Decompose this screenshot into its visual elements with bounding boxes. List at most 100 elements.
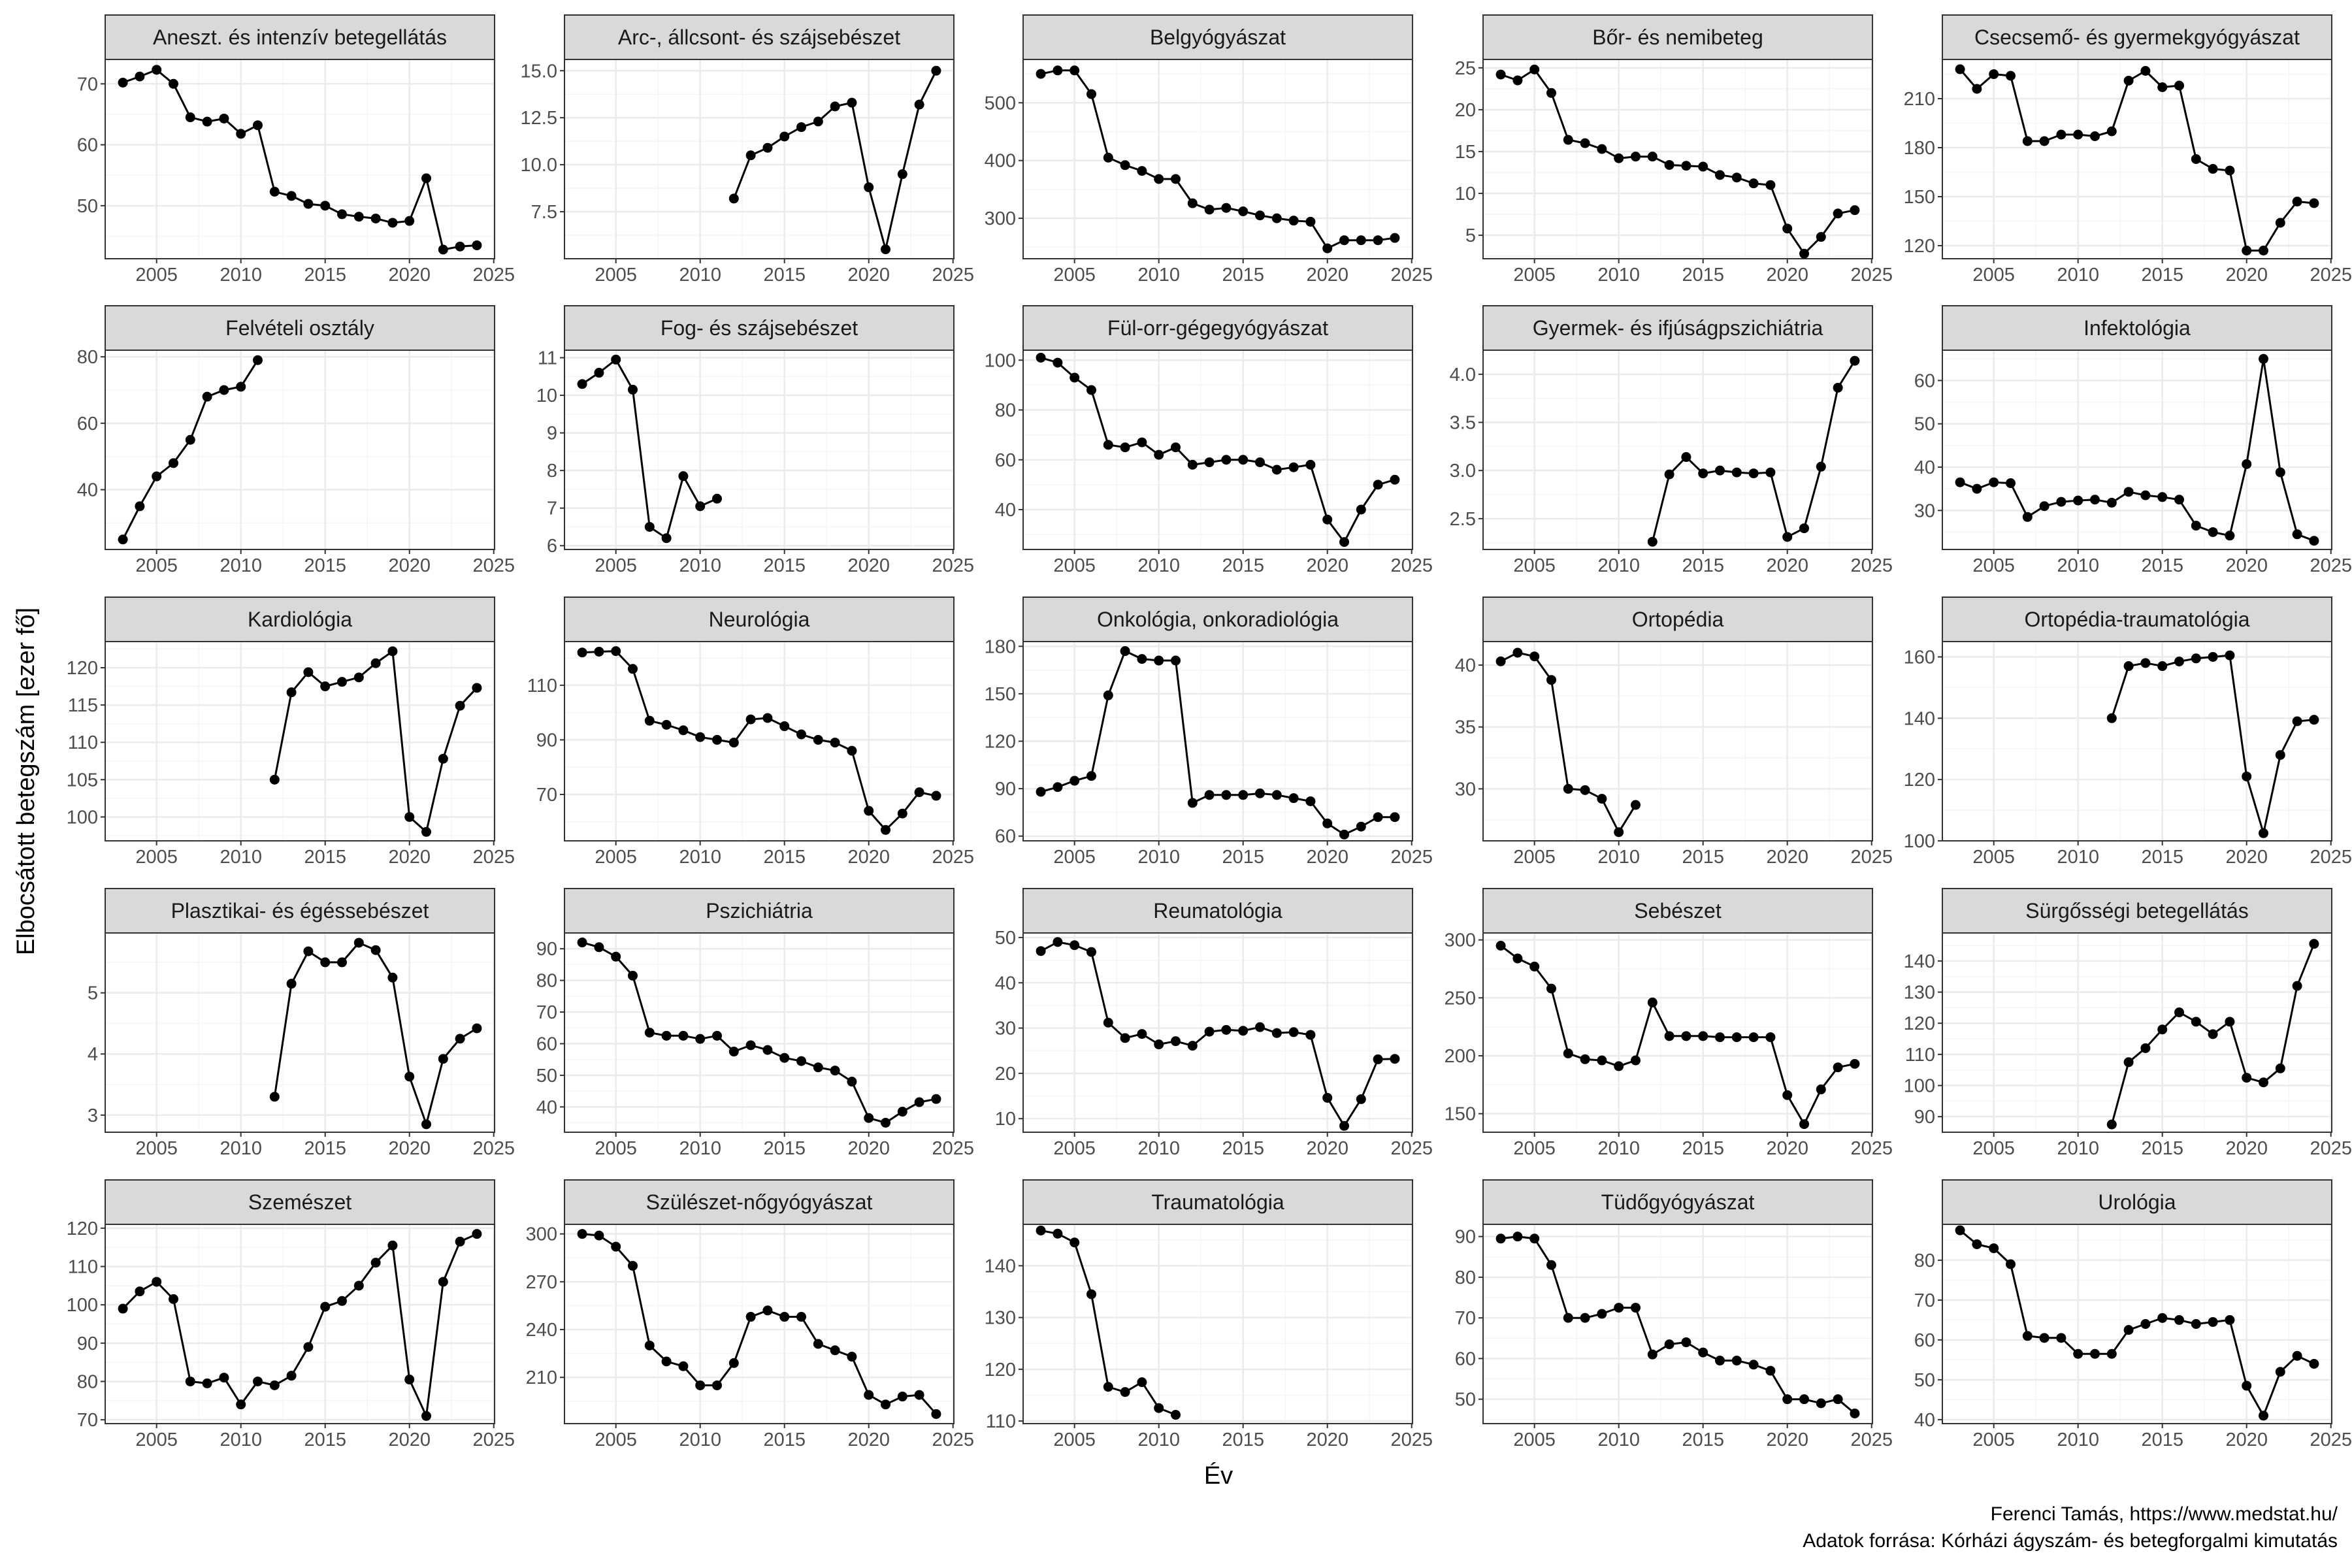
facet-strip-label: Szemészet — [248, 1190, 351, 1214]
facet-strip-label: Aneszt. és intenzív betegellátás — [153, 25, 447, 49]
x-tick-label: 2015 — [1682, 265, 1724, 286]
data-point — [1221, 203, 1232, 213]
panel-border — [1022, 1224, 1413, 1424]
data-point — [897, 1392, 907, 1402]
data-point — [1356, 1094, 1366, 1104]
data-point — [2106, 497, 2117, 508]
y-tick-label: 12.5 — [521, 108, 557, 129]
data-point — [1187, 459, 1198, 470]
data-point — [711, 1380, 722, 1390]
data-point — [611, 354, 621, 365]
panel-border — [1942, 1224, 2332, 1424]
data-point — [1204, 1026, 1215, 1037]
data-point — [1070, 65, 1080, 76]
data-point — [1546, 1260, 1556, 1270]
data-point — [2106, 1348, 2117, 1359]
facet-panel: Plasztikai- és égéssebészet 2005 2010 2015 2… — [88, 888, 515, 1159]
data-point — [438, 1054, 448, 1064]
x-tick-label: 2025 — [1850, 847, 1893, 868]
x-tick-label: 2005 — [1513, 847, 1556, 868]
data-point — [2225, 531, 2235, 541]
data-point — [1238, 455, 1249, 465]
x-tick-label: 2010 — [220, 847, 262, 868]
y-tick-label: 130 — [985, 1308, 1016, 1329]
data-point — [1614, 827, 1624, 838]
data-point — [594, 368, 604, 378]
data-point — [762, 1045, 773, 1055]
data-point — [1715, 465, 1725, 476]
data-point — [2089, 1348, 2100, 1359]
data-point — [1529, 1233, 1540, 1244]
data-point — [1238, 790, 1249, 800]
series-line — [1500, 1235, 1855, 1414]
data-point — [2225, 165, 2235, 176]
x-tick-label: 2020 — [388, 1138, 431, 1159]
x-tick-label: 2020 — [847, 1429, 890, 1450]
data-point — [813, 1062, 823, 1073]
series-line — [581, 1233, 938, 1415]
data-point — [594, 942, 604, 953]
data-point — [1546, 675, 1556, 685]
y-tick-label: 120 — [67, 1218, 98, 1239]
data-point — [1238, 1026, 1249, 1036]
data-point — [577, 379, 587, 389]
panel-border — [1482, 1224, 1873, 1424]
data-point — [252, 355, 263, 365]
data-point — [286, 687, 297, 698]
y-tick-label: 115 — [68, 695, 98, 716]
data-point — [2208, 651, 2218, 662]
data-point — [2292, 197, 2302, 206]
data-point — [1597, 144, 1607, 154]
data-point — [1255, 788, 1266, 798]
x-tick-label: 2020 — [1766, 265, 1808, 286]
y-tick-label: 9 — [547, 423, 557, 444]
data-point — [1390, 233, 1400, 243]
data-point — [1512, 953, 1523, 964]
x-tick-label: 2005 — [1513, 265, 1556, 286]
data-point — [1255, 457, 1266, 468]
panel-grid — [1483, 350, 1872, 549]
data-point — [1070, 776, 1080, 786]
facet-panel: Pszichiátria 2005 2010 2015 2020 2025 40 50 60 70… — [536, 888, 974, 1159]
x-tick-label: 2020 — [1306, 1138, 1348, 1159]
x-tick-label: 2010 — [679, 555, 721, 576]
data-point — [914, 99, 924, 110]
panel-border — [105, 1224, 495, 1424]
data-point — [370, 1258, 381, 1268]
data-point — [320, 1301, 331, 1312]
y-tick-label: 270 — [526, 1272, 557, 1293]
data-point — [252, 1376, 263, 1386]
caption-source: Adatok forrása: Kórházi ágyszám- és bete… — [1803, 1530, 2338, 1552]
data-point — [1373, 1054, 1383, 1064]
data-point — [1373, 812, 1383, 823]
data-point — [1070, 1237, 1080, 1248]
data-point — [320, 201, 331, 211]
data-point — [2157, 492, 2168, 502]
data-point — [236, 129, 246, 139]
y-tick-label: 150 — [985, 684, 1016, 705]
data-point — [1053, 357, 1063, 368]
panel-grid — [105, 933, 495, 1132]
facet-strip — [1022, 1179, 1413, 1225]
data-point — [1120, 1387, 1130, 1397]
x-tick-label: 2015 — [763, 555, 806, 576]
data-point — [337, 957, 348, 968]
series-line — [1040, 941, 1395, 1127]
x-tick-label: 2005 — [135, 1138, 178, 1159]
data-point — [2242, 771, 2252, 781]
y-tick-label: 35 — [1455, 717, 1476, 738]
data-point — [2123, 487, 2134, 497]
x-tick-label: 2010 — [1597, 265, 1640, 286]
data-point — [2259, 828, 2269, 838]
data-point — [1799, 1119, 1810, 1130]
x-tick-label: 2025 — [472, 847, 515, 868]
data-point — [1137, 166, 1147, 176]
data-point — [931, 1409, 941, 1419]
data-point — [337, 209, 348, 220]
data-point — [779, 721, 790, 732]
data-point — [594, 1230, 604, 1241]
data-point — [1036, 69, 1046, 79]
x-tick-label: 2015 — [1682, 1138, 1724, 1159]
y-tick-label: 60 — [77, 135, 98, 156]
data-point — [337, 1296, 348, 1306]
